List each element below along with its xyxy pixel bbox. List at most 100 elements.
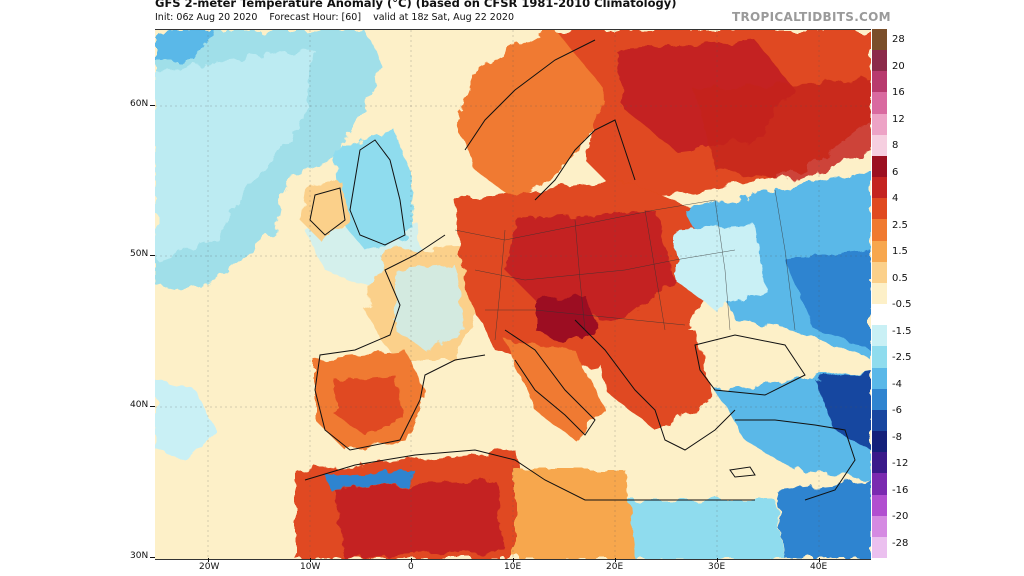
coast-italy bbox=[504, 329, 596, 436]
colorbar-label: 12 bbox=[892, 114, 905, 125]
greenland-cold bbox=[155, 30, 215, 60]
balkans-warm bbox=[595, 330, 715, 430]
coast-ireland bbox=[309, 187, 346, 236]
colorbar-segment bbox=[872, 92, 887, 115]
colorbar-segment bbox=[872, 50, 887, 72]
colorbar-segment bbox=[872, 29, 887, 51]
atlantic-light-cold bbox=[155, 50, 315, 260]
anomaly-map bbox=[155, 29, 871, 560]
caucasus-cold bbox=[815, 370, 871, 450]
colorbar-label: 0.5 bbox=[892, 273, 908, 284]
colorbar-label: -20 bbox=[892, 511, 909, 522]
colorbar-segment bbox=[872, 325, 887, 347]
lon-label: 40E bbox=[810, 562, 828, 572]
colorbar-label: 20 bbox=[892, 61, 905, 72]
coast-turkey-levant bbox=[735, 419, 856, 501]
colorbar-segment bbox=[872, 155, 887, 178]
colorbar-segment bbox=[872, 134, 887, 157]
lon-tick bbox=[717, 558, 718, 562]
colorbar-label: -0.5 bbox=[892, 299, 912, 310]
colorbar-label: 8 bbox=[892, 140, 899, 151]
france-cool bbox=[395, 265, 465, 350]
alps-very-hot bbox=[535, 295, 600, 345]
colorbar-label: 6 bbox=[892, 167, 899, 178]
colorbar-segment bbox=[872, 473, 887, 496]
colorbar-segment bbox=[872, 71, 887, 93]
country-borders bbox=[454, 189, 796, 341]
colorbar-segment bbox=[872, 261, 887, 284]
colorbar-label: -4 bbox=[892, 379, 902, 390]
colorbar-label: -28 bbox=[892, 538, 909, 549]
lon-tick bbox=[310, 558, 311, 562]
lat-tick bbox=[150, 406, 155, 407]
norway-warm bbox=[455, 30, 625, 200]
colorbar-label: 1.5 bbox=[892, 246, 908, 257]
levant-cold bbox=[775, 480, 871, 559]
coast-uk bbox=[349, 139, 406, 246]
colorbar-segment bbox=[872, 282, 887, 305]
colorbar-label: -1.5 bbox=[892, 326, 912, 337]
coast-adriatic-greece bbox=[574, 319, 736, 451]
ireland-neutral bbox=[300, 180, 350, 240]
colorbar-segment bbox=[872, 198, 887, 220]
atlantic-cool-patch bbox=[155, 380, 215, 460]
lon-label: 20W bbox=[199, 562, 220, 572]
colorbar bbox=[872, 29, 887, 559]
colorbar-label: -2.5 bbox=[892, 352, 912, 363]
colorbar-segment bbox=[872, 388, 887, 411]
coast-cyprus bbox=[729, 466, 756, 478]
iberia-hot-core bbox=[335, 375, 405, 435]
coast-black-sea bbox=[694, 334, 806, 396]
lon-label: 20E bbox=[606, 562, 624, 572]
colorbar-label: -12 bbox=[892, 458, 909, 469]
egypt-cool bbox=[625, 500, 785, 559]
germany-poland-hot bbox=[505, 210, 675, 320]
lat-label: 50N bbox=[130, 249, 149, 259]
italy-warm bbox=[505, 340, 605, 440]
colorbar-segment bbox=[872, 431, 887, 453]
colorbar-segment bbox=[872, 113, 887, 136]
colorbar-segment bbox=[872, 452, 887, 474]
colorbar-label: -16 bbox=[892, 485, 909, 496]
lat-tick bbox=[150, 255, 155, 256]
colorbar-label: 2.5 bbox=[892, 220, 908, 231]
uk-cool bbox=[335, 130, 415, 250]
colorbar-label: -6 bbox=[892, 405, 902, 416]
lon-label: 30E bbox=[708, 562, 726, 572]
colorbar-segment bbox=[872, 304, 887, 326]
colorbar-segment bbox=[872, 219, 887, 242]
lon-tick bbox=[513, 558, 514, 562]
map-subtitle: Init: 06z Aug 20 2020 Forecast Hour: [60… bbox=[155, 12, 523, 23]
colorbar-segment bbox=[872, 346, 887, 369]
colorbar-segment bbox=[872, 409, 887, 432]
colorbar-label: 4 bbox=[892, 193, 899, 204]
colorbar-segment bbox=[872, 240, 887, 263]
colorbar-label: 16 bbox=[892, 87, 905, 98]
valid-time: valid at 18z Sat, Aug 22 2020 bbox=[373, 12, 514, 23]
russia-hot bbox=[695, 80, 871, 180]
ukraine-cool bbox=[675, 225, 765, 310]
anomaly-field bbox=[155, 30, 871, 559]
lon-tick bbox=[411, 558, 412, 562]
coast-france-iberia bbox=[314, 234, 486, 451]
colorbar-segment bbox=[872, 494, 887, 517]
colorbar-label: 28 bbox=[892, 34, 905, 45]
lon-label: 10W bbox=[300, 562, 321, 572]
brand-watermark[interactable]: TROPICALTIDBITS.COM bbox=[732, 10, 891, 24]
map-title: GFS 2-meter Temperature Anomaly (°C) (ba… bbox=[155, 0, 677, 10]
libya-warm bbox=[515, 470, 635, 559]
coast-north-africa bbox=[304, 449, 755, 501]
atlas-cool-streak bbox=[325, 470, 415, 490]
colorbar-label: -8 bbox=[892, 432, 902, 443]
lat-label: 40N bbox=[130, 400, 149, 410]
lon-tick bbox=[208, 558, 209, 562]
lon-tick bbox=[819, 558, 820, 562]
colorbar-segment bbox=[872, 177, 887, 199]
forecast-hour: Forecast Hour: [60] bbox=[269, 12, 362, 23]
coastlines bbox=[304, 39, 856, 501]
colorbar-segment bbox=[872, 515, 887, 538]
russia-deep-cold bbox=[785, 250, 871, 350]
lat-label: 30N bbox=[130, 551, 149, 561]
graticule bbox=[155, 30, 871, 559]
sahara-very-hot bbox=[335, 480, 505, 559]
